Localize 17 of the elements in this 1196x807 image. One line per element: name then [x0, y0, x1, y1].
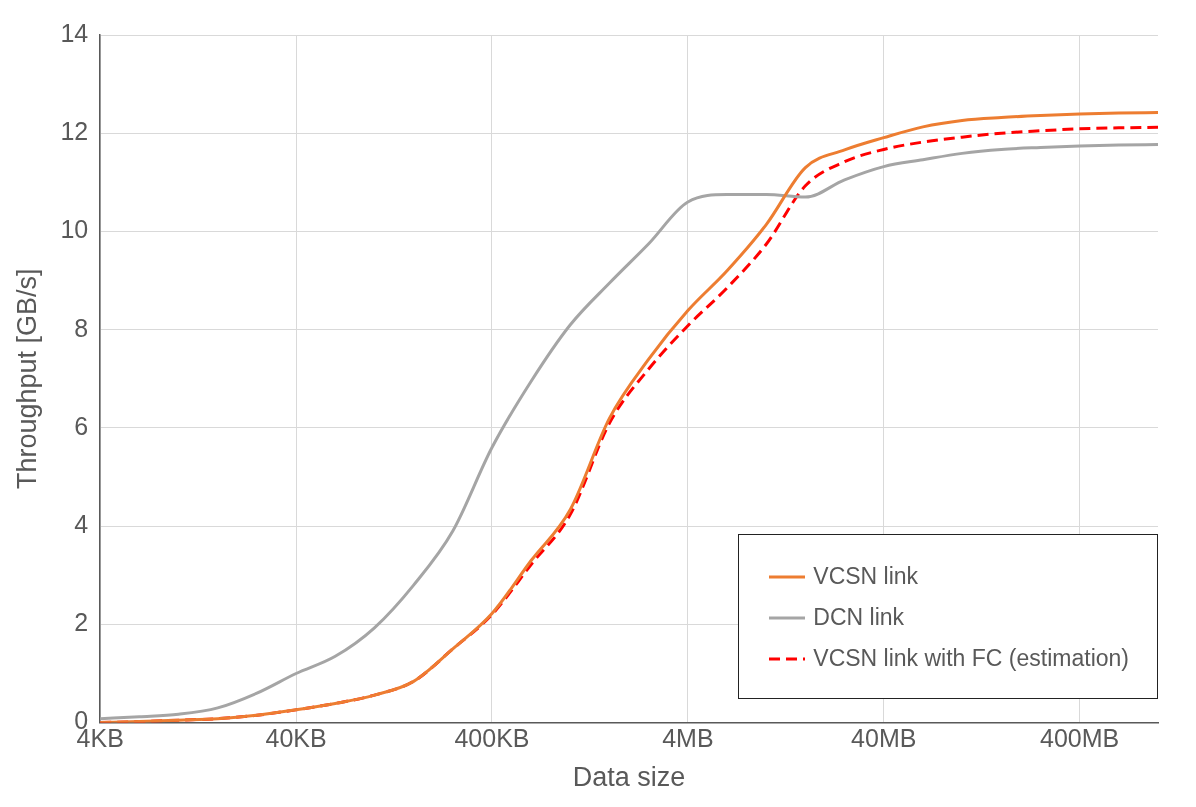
legend-label: DCN link — [813, 604, 905, 631]
y-tick-label: 6 — [74, 411, 89, 440]
legend-label: VCSN link — [813, 563, 919, 590]
x-tick-label: 40KB — [265, 724, 327, 753]
y-tick-label: 10 — [60, 215, 89, 244]
y-axis-title: Throughput [GB/s] — [11, 268, 42, 490]
x-axis-title: Data size — [572, 762, 686, 793]
y-tick-label: 14 — [60, 18, 89, 47]
x-tick-label: 400KB — [454, 724, 530, 753]
legend-label: VCSN link with FC (estimation) — [813, 645, 1129, 672]
x-tick-label: 40MB — [851, 724, 917, 753]
y-tick-label: 8 — [74, 313, 89, 342]
x-tick-label: 4MB — [662, 724, 714, 753]
y-tick-label: 12 — [60, 117, 89, 146]
y-tick-label: 2 — [74, 608, 89, 637]
y-tick-label: 4 — [74, 510, 89, 539]
x-tick-label: 400MB — [1040, 724, 1120, 753]
